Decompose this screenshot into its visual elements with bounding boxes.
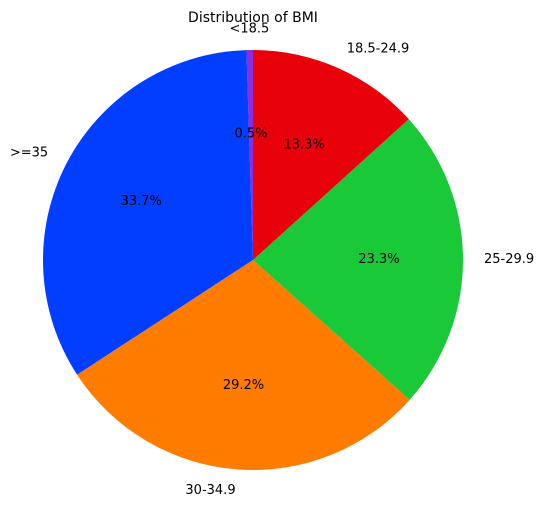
slice-percent-label: 33.7% <box>121 194 162 209</box>
pie-slices <box>43 50 464 470</box>
slice-percent-label: 0.5% <box>235 127 268 142</box>
pie-slice <box>43 50 254 375</box>
slice-label: 18.5-24.9 <box>347 41 410 56</box>
pie-slice <box>253 119 464 400</box>
pie-slice <box>253 50 409 260</box>
slice-percent-label: 23.3% <box>358 252 399 267</box>
slice-label: <18.5 <box>229 22 269 37</box>
slice-percent-label: 29.2% <box>223 378 264 393</box>
pie-labels: <18.5 0.5% >=35 33.7% 30-34.9 29.2% 25-29.9 23.… <box>10 22 534 498</box>
pie-slice <box>77 260 410 470</box>
pie-slice <box>246 50 253 260</box>
slice-label: 25-29.9 <box>484 252 534 267</box>
slice-percent-label: 13.3% <box>283 137 324 152</box>
slice-label: >=35 <box>10 146 48 161</box>
chart-title: Distribution of BMI <box>188 10 318 26</box>
slice-label: 30-34.9 <box>185 483 235 498</box>
